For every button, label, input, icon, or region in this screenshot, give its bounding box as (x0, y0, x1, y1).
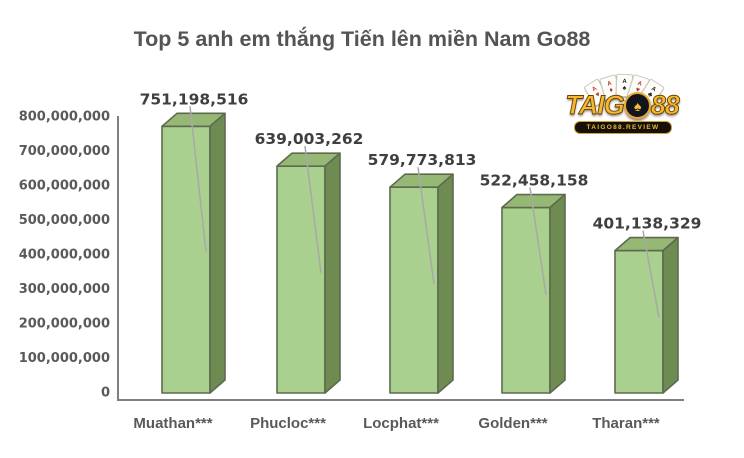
bar-side-face (209, 112, 226, 394)
bar-front-face (389, 186, 439, 394)
y-tick-label: 600,000,000 (19, 179, 110, 194)
x-category-label: Muathan*** (133, 415, 212, 432)
bar-value-label: 639,003,262 (255, 130, 364, 148)
x-category-label: Golden*** (478, 415, 547, 432)
bar-Golden (501, 193, 566, 394)
y-tick-label: 0 (101, 386, 110, 401)
bar-front-face (276, 165, 326, 394)
bar-front-face (501, 206, 551, 394)
logo-text-left: TAIG (565, 90, 625, 121)
x-category-label: Tharan*** (592, 415, 660, 432)
y-tick-label: 400,000,000 (19, 248, 110, 263)
x-category-label: Phucloc*** (250, 415, 326, 432)
y-tick-label: 300,000,000 (19, 282, 110, 297)
bar-Muathan (161, 112, 226, 394)
y-tick-label: 500,000,000 (19, 213, 110, 228)
label-leader-line (529, 187, 547, 295)
bar-side-face (549, 193, 566, 394)
bar-value-label: 579,773,813 (368, 151, 477, 169)
bar-value-label: 751,198,516 (140, 90, 249, 108)
logo-wordmark: TAIG ♠ 88 (552, 90, 692, 121)
y-tick-label: 200,000,000 (19, 317, 110, 332)
bar-side-face (437, 173, 454, 394)
logo-text-right: 88 (650, 90, 680, 121)
label-leader-line (642, 230, 660, 318)
bar-value-label: 401,138,329 (593, 215, 702, 233)
y-tick-label: 800,000,000 (19, 110, 110, 125)
bar-front-face (161, 125, 211, 394)
bar-Tharan (614, 236, 679, 394)
bar-side-face (662, 236, 679, 394)
bar-Locphat (389, 173, 454, 394)
taigo88-logo: A ♥ A ♦ A ♠ A ♥ A ♣ TAIG ♠ 88 TAIGO88.REVIEW (552, 73, 692, 138)
label-leader-line (417, 167, 435, 285)
y-tick-label: 700,000,000 (19, 144, 110, 159)
bar-value-label: 522,458,158 (480, 172, 589, 190)
spade-icon: ♠ (623, 92, 651, 119)
y-tick-label: 100,000,000 (19, 351, 110, 366)
bar-Phucloc (276, 152, 341, 394)
x-category-label: Locphat*** (363, 415, 439, 432)
spade-glyph: ♠ (634, 97, 642, 114)
bar-front-face (614, 249, 664, 394)
label-leader-line (304, 146, 322, 273)
label-leader-line (189, 106, 207, 252)
logo-banner: TAIGO88.REVIEW (574, 121, 672, 134)
bar-side-face (324, 152, 341, 394)
chart-title: Top 5 anh em thắng Tiến lên miền Nam Go8… (133, 27, 591, 51)
